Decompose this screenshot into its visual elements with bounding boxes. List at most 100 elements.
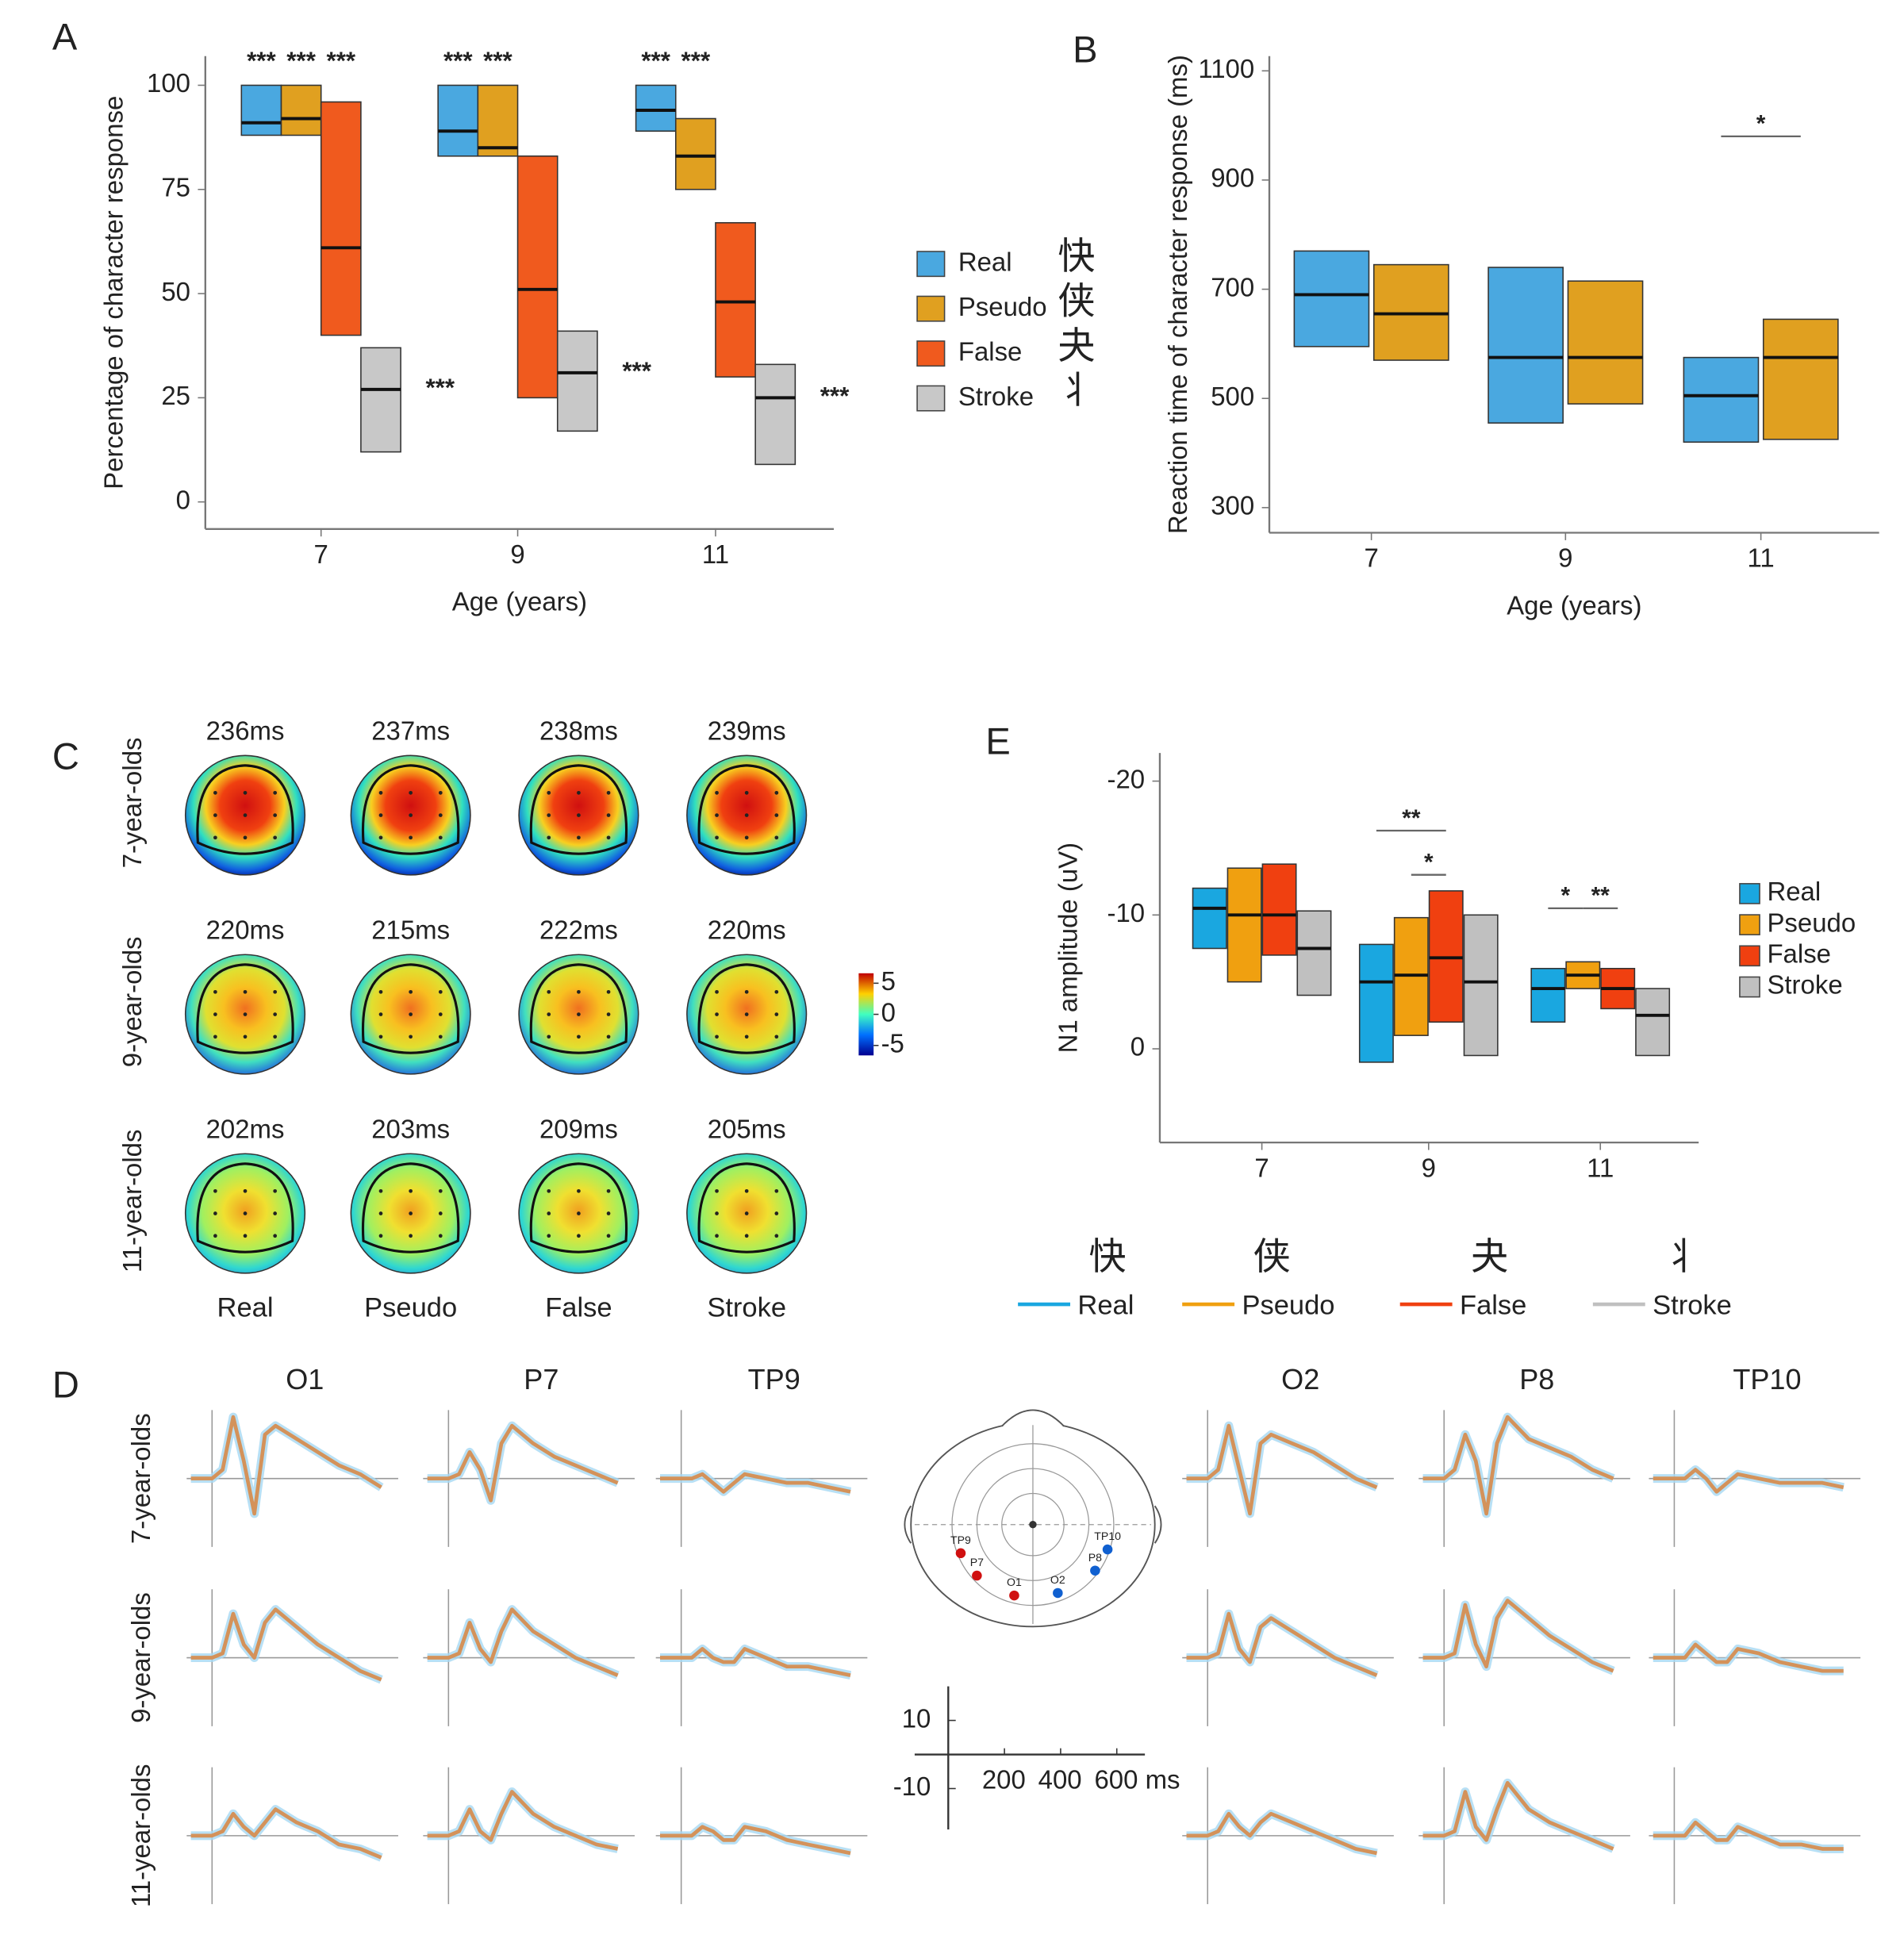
y-axis-label: N1 amplitude (uV) — [1054, 843, 1083, 1053]
electrode — [744, 1035, 749, 1039]
column-label: Stroke — [707, 1292, 786, 1323]
electrode — [378, 790, 383, 795]
topomap-outline — [697, 764, 796, 855]
y-tick-label: -10 — [1107, 898, 1146, 927]
wave — [1422, 1415, 1614, 1516]
row-label: 9-year-olds — [126, 1592, 155, 1723]
x-tick-label: 11 — [1748, 543, 1775, 573]
box — [715, 222, 756, 378]
y-tick-label: 50 — [161, 277, 190, 306]
wave — [660, 1472, 851, 1494]
electrode — [409, 813, 413, 817]
topomap-outline — [361, 963, 460, 1054]
electrode — [438, 1012, 443, 1016]
y-tick-label: 0 — [176, 485, 190, 514]
box — [1358, 943, 1394, 1063]
x-tick-label: 11 — [702, 539, 729, 569]
electrode — [774, 1234, 779, 1238]
electrode-label: P7 — [970, 1556, 984, 1568]
legend-label: Real — [1767, 877, 1821, 906]
scale-x-label: 200 — [982, 1765, 1026, 1795]
topomap-outline — [196, 963, 294, 1054]
electrode — [715, 1234, 719, 1238]
significance: *** — [443, 47, 473, 75]
legend-label: Stroke — [1653, 1290, 1732, 1320]
electrode-label: O2 — [1050, 1573, 1065, 1586]
legend-swatch — [1739, 976, 1760, 998]
legend-glyph: 夬 — [1471, 1235, 1508, 1277]
electrode — [273, 1211, 278, 1215]
electrode — [774, 1012, 779, 1016]
y-tick-label: 1100 — [1198, 54, 1254, 83]
legend-label: Pseudo — [1242, 1290, 1334, 1320]
wave — [1653, 1642, 1844, 1673]
electrode-map — [904, 1409, 1162, 1628]
electrode — [378, 989, 383, 994]
electrode — [547, 1188, 551, 1193]
x-tick-label: 7 — [1364, 543, 1378, 573]
electrode — [715, 813, 719, 817]
electrode — [378, 1012, 383, 1016]
electrode — [409, 1188, 413, 1193]
electrode — [213, 790, 217, 795]
electrode — [213, 835, 217, 840]
time-label: 236ms — [206, 716, 285, 746]
x-axis-label: Age (years) — [1507, 590, 1641, 620]
box — [1567, 280, 1644, 405]
time-label: 220ms — [206, 916, 285, 945]
electrode — [774, 813, 779, 817]
electrode — [243, 790, 248, 795]
electrode — [547, 1035, 551, 1039]
colorbar-label: 5 — [881, 966, 896, 996]
panel-label: E — [985, 720, 1010, 762]
electrode — [273, 989, 278, 994]
bracket-label: ** — [1591, 883, 1610, 909]
box — [320, 101, 362, 336]
bracket-label: * — [1561, 883, 1571, 909]
electrode-label: P8 — [1088, 1551, 1102, 1564]
y-axis-label: Reaction time of character response (ms) — [1163, 55, 1192, 534]
electrode — [273, 835, 278, 840]
significance: *** — [820, 382, 850, 410]
box — [1635, 988, 1671, 1057]
electrode — [438, 1188, 443, 1193]
electrode — [577, 1188, 581, 1193]
electrode — [606, 1211, 611, 1215]
legend-label: Stroke — [1767, 970, 1842, 1000]
wave — [1653, 1468, 1844, 1494]
electrode — [438, 790, 443, 795]
electrode — [606, 835, 611, 840]
legend-label: False — [1460, 1290, 1526, 1320]
electrode — [606, 1234, 611, 1238]
electrode-label: TP9 — [950, 1534, 971, 1546]
panel-label: D — [52, 1364, 79, 1406]
box — [1463, 914, 1499, 1057]
electrode — [409, 989, 413, 994]
electrode — [577, 1211, 581, 1215]
electrode — [438, 1234, 443, 1238]
box — [674, 117, 716, 190]
box — [1261, 863, 1297, 956]
electrode — [606, 813, 611, 817]
electrode — [547, 813, 551, 817]
electrode — [577, 989, 581, 994]
box — [635, 84, 677, 132]
box — [1293, 250, 1370, 347]
wave — [660, 1647, 851, 1677]
electrode — [774, 835, 779, 840]
electrode — [774, 989, 779, 994]
electrode-label: TP10 — [1094, 1530, 1121, 1542]
bracket-label: * — [1424, 849, 1434, 875]
wave — [1186, 1811, 1378, 1856]
electrode — [273, 1035, 278, 1039]
electrode — [243, 813, 248, 817]
time-label: 220ms — [708, 916, 786, 945]
significance: *** — [483, 47, 512, 75]
electrode-label: O1 — [1007, 1576, 1022, 1588]
legend-swatch — [916, 251, 946, 278]
electrode — [378, 813, 383, 817]
box — [1296, 910, 1332, 996]
y-tick-label: 100 — [147, 68, 190, 98]
electrode — [213, 1035, 217, 1039]
